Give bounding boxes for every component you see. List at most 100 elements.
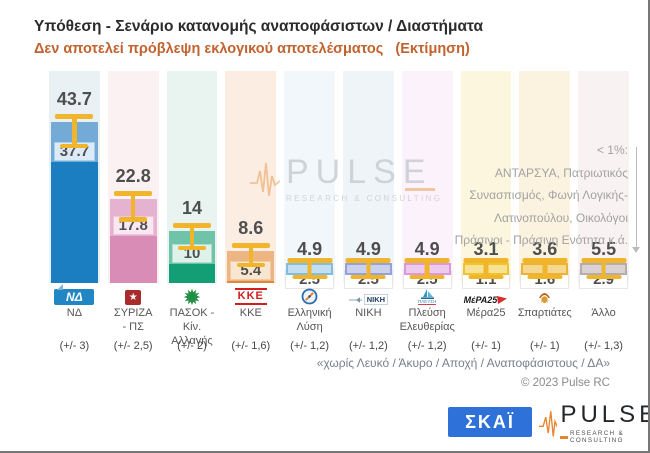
side-note-line: Λατινοπούλου, Οικολόγοι <box>493 210 628 225</box>
party-margin-of-error: (+/- 3) <box>59 340 90 352</box>
party-label-cell: MέPA25 Μέρα25 (+/- 1) <box>457 285 516 352</box>
side-note-line: Συνασπισμός, Φωνή Λογικής- <box>469 188 628 202</box>
party-label-cell: ΝΙΚΗ ΝΙΚΗ (+/- 1,2) <box>339 285 398 352</box>
error-bar-icon <box>55 114 94 149</box>
pulse-tagline: RESEARCH & CONSULTING <box>570 430 624 444</box>
upper-value-label: 3.1 <box>473 239 499 259</box>
upper-value-label: 22.8 <box>115 166 151 187</box>
mera-party-logo-icon: MέPA25 <box>457 285 516 305</box>
upper-value-label: 4.9 <box>355 239 381 259</box>
bar-column-10: 2.9 5.5 <box>574 71 633 289</box>
pulse-accent-dash <box>560 435 568 439</box>
side-note-line: Πράσινοι - Πράσινη Ενότητα κ.ά. <box>454 233 628 247</box>
pulse-watermark: PULSE RESEARCH & CONSULTING <box>250 153 443 203</box>
range-bar <box>345 258 392 279</box>
watermark-brand: PULSE <box>286 153 433 191</box>
bar-column-3: 10 14 <box>163 71 222 283</box>
bar-column-2: 17.8 22.8 <box>104 71 163 283</box>
background-strip <box>343 71 394 283</box>
error-bar-icon <box>172 223 211 251</box>
upper-value-label: 4.9 <box>414 239 440 259</box>
party-margin-of-error: (+/- 2) <box>177 340 207 352</box>
watermark-tagline: RESEARCH & CONSULTING <box>286 194 443 203</box>
methodology-footnote: «χωρίς Λευκό / Άκυρο / Αποχή / Αναποφάσι… <box>316 356 610 370</box>
plefsi-party-logo-icon: ΠΛΕΥΣΗ <box>398 285 457 305</box>
error-bar-icon <box>231 243 270 268</box>
party-label-cell: Ελληνική Λύση (+/- 1,2) <box>280 285 339 352</box>
bar-column-6: 2.5 4.9 <box>339 71 398 289</box>
pulse-logo-word: PULSE <box>560 401 650 428</box>
party-margin-of-error: (+/- 1,2) <box>290 340 329 352</box>
bar-column-8: 1.1 3.1 <box>457 71 516 289</box>
upper-value-label: 8.6 <box>238 218 264 239</box>
watermark-accent-bar <box>404 188 435 191</box>
error-bar-icon <box>522 258 568 279</box>
page-title: Υπόθεση - Σενάριο κατανομής αναποφάσιστω… <box>34 18 484 35</box>
no-logo <box>574 285 633 305</box>
upper-value-label: 4.9 <box>297 239 323 259</box>
bar-column-5: 2.5 4.9 <box>280 71 339 289</box>
upper-value-label: 14 <box>181 198 202 219</box>
niki-party-logo-icon: ΝΙΚΗ <box>339 285 398 305</box>
party-label-cell: Σπαρτιάτες (+/- 1) <box>515 285 574 352</box>
waveform-icon <box>250 162 280 197</box>
copyright-text: © 2023 Pulse RC <box>520 377 610 389</box>
syriza-party-logo-icon: ★ <box>104 285 163 305</box>
party-name: Σπαρτιάτες <box>517 307 572 319</box>
error-bar-icon <box>287 258 333 279</box>
upper-value-label: 5.5 <box>591 239 617 259</box>
party-label-cell: ΠΛΕΥΣΗ Πλεύση Ελευθερίας (+/- 1,2) <box>398 285 457 352</box>
party-margin-of-error: (+/- 1,2) <box>348 340 388 352</box>
error-bar-icon <box>581 258 627 279</box>
bar-column-9: 1.6 3.6 <box>515 71 574 289</box>
el-party-logo-icon <box>280 285 339 305</box>
kke-party-logo-icon: ΚΚΕ <box>221 285 280 305</box>
party-name: ΚΚΕ <box>239 307 262 319</box>
error-bar-icon <box>463 258 509 279</box>
party-label-cell: ΝΔ ΝΔ (+/- 3) <box>45 284 104 352</box>
range-bar <box>286 258 333 279</box>
side-note-heading: < 1%: <box>596 143 628 157</box>
arrow-line <box>636 147 637 247</box>
range-bar: 5.4 <box>227 243 275 283</box>
party-name: Ελληνική Λύση <box>287 307 332 333</box>
range-bar <box>462 258 510 279</box>
side-note-line: ΑΝΤΑΡΣΥΑ, Πατριωτικός <box>494 165 628 180</box>
background-strip <box>401 71 453 283</box>
party-label-cell: ΠΑΣΟΚ - Κίν. Αλλαγής (+/- 2) <box>163 285 222 352</box>
range-bar: 10 <box>168 223 216 283</box>
range-bar: 17.8 <box>109 191 157 283</box>
pulse-logo: PULSE RESEARCH & CONSULTING <box>539 401 650 444</box>
party-name: ΠΑΣΟΚ - Κίν. Αλλαγής <box>169 307 215 347</box>
skai-logo: ΣΚΑΪ <box>448 407 532 437</box>
party-margin-of-error: (+/- 1,2) <box>407 340 447 352</box>
pulse-waveform-icon <box>539 410 558 437</box>
upper-value-label: 3.6 <box>532 239 558 259</box>
party-margin-of-error: (+/- 1) <box>471 340 501 352</box>
party-name: Άλλο <box>591 307 616 319</box>
range-bar: 37.7 <box>51 114 98 283</box>
pasok-party-logo-icon <box>163 285 222 305</box>
page-subtitle: Δεν αποτελεί πρόβλεψη εκλογικού αποτελέσ… <box>34 41 470 57</box>
party-name: ΣΥΡΙΖΑ - ΠΣ <box>113 307 153 333</box>
range-bar <box>403 258 451 279</box>
party-label-cell: Άλλο (+/- 1,3) <box>574 285 633 352</box>
bar-column-1: 37.7 43.7 <box>45 71 104 283</box>
party-margin-of-error: (+/- 1,3) <box>584 340 623 352</box>
background-strip <box>284 71 335 283</box>
party-margin-of-error: (+/- 2,5) <box>113 340 153 352</box>
nd-party-logo-icon: ΝΔ <box>45 284 104 305</box>
party-name: Μέρα25 <box>466 307 506 319</box>
party-name: ΝΔ <box>66 307 83 319</box>
under-one-percent-note: < 1%: ΑΝΤΑΡΣΥΑ, Πατριωτικός Συνασπισμός, … <box>455 139 628 252</box>
arrow-down-icon <box>632 247 640 253</box>
error-bar-icon <box>345 258 391 279</box>
party-margin-of-error: (+/- 1,6) <box>231 340 271 352</box>
range-bar <box>580 258 627 279</box>
party-label-cell: ΚΚΕ ΚΚΕ (+/- 1,6) <box>221 285 280 352</box>
bar-column-7: 2.5 4.9 <box>398 71 457 289</box>
party-name: Πλεύση Ελευθερίας <box>399 307 455 333</box>
background-strip <box>578 71 629 283</box>
error-bar-icon <box>404 258 450 279</box>
